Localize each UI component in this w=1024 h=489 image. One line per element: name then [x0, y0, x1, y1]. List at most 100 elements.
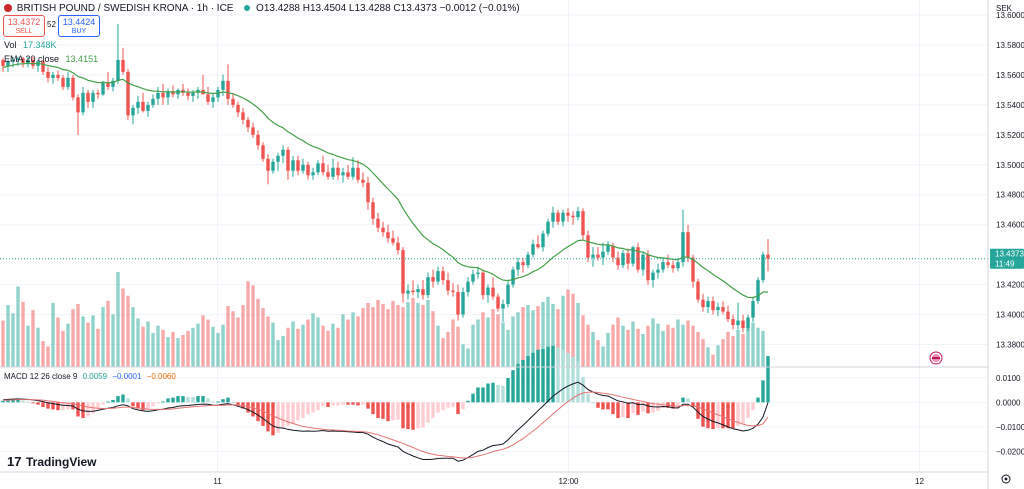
macd-hist-bar — [246, 402, 250, 413]
volume-legend[interactable]: Vol 17.348K — [4, 40, 57, 50]
macd-axis-ticks[interactable]: 0.0100 0.0000 −0.0100 −0.0200 — [996, 374, 1024, 457]
market-open-icon — [244, 5, 251, 11]
candle-body — [376, 218, 380, 228]
candle-body — [76, 97, 80, 113]
macd-tick: 0.0100 — [996, 374, 1021, 383]
volume-bar — [201, 315, 205, 367]
candle-body — [66, 77, 70, 87]
candle-body — [751, 301, 755, 318]
ohlc-high: H13.4504 — [302, 3, 347, 14]
volume-bar — [396, 305, 400, 367]
candle-body — [301, 164, 305, 171]
price-tick: 13.5400 — [996, 101, 1024, 110]
macd-hist-bar — [691, 402, 695, 408]
macd-hist-bar — [526, 356, 530, 403]
volume-bar — [391, 300, 395, 367]
buy-button[interactable]: 13.4424 BUY — [58, 15, 100, 37]
volume-bar — [226, 306, 230, 367]
volume-bar — [456, 326, 460, 367]
macd-hist-bar — [161, 401, 165, 403]
tradingview-logo[interactable]: 17 TradingView — [7, 454, 97, 469]
symbol-title[interactable]: BRITISH POUND / SWEDISH KRONA · 1h · ICE — [16, 3, 234, 14]
time-axis-ticks[interactable]: 1112:001212:001312:001612:001712:001812:… — [213, 477, 1024, 486]
macd-hist-bar — [46, 402, 50, 409]
candle-body — [16, 58, 20, 60]
candle-body — [596, 254, 600, 258]
macd-hist-bar — [491, 382, 495, 403]
volume-bar — [541, 301, 545, 367]
macd-hist-bar — [201, 396, 205, 403]
candle-body — [756, 280, 760, 302]
macd-hist-bar — [676, 402, 680, 408]
volume-bar — [351, 312, 355, 367]
macd-hist-bar — [571, 356, 575, 403]
macd-hist-bar — [511, 370, 515, 403]
candle-body — [136, 101, 140, 108]
alert-emoji-icon[interactable] — [929, 351, 943, 365]
price-tick: 13.4000 — [996, 311, 1024, 320]
candle-body — [451, 290, 455, 293]
volume-bar — [171, 331, 175, 367]
candle-body — [471, 274, 475, 282]
volume-bar — [36, 327, 40, 367]
volume-bar — [176, 338, 180, 367]
macd-legend[interactable]: MACD 12 26 close 9 0.0059 −0.0001 −0.006… — [4, 372, 176, 381]
macd-hist-bar — [521, 359, 525, 403]
candle-body — [711, 301, 715, 311]
settings-gear-icon[interactable] — [1001, 474, 1011, 484]
macd-hist-bar — [451, 402, 455, 408]
volume-bar — [156, 325, 160, 367]
ema-legend[interactable]: EMA 20 close 13.4151 — [4, 54, 98, 64]
volume-bar — [461, 344, 465, 367]
candle-body — [761, 254, 765, 281]
candle-body — [381, 227, 385, 233]
sell-button[interactable]: 13.4372 SELL — [3, 15, 45, 37]
candle-body — [261, 145, 265, 159]
volume-bar — [676, 319, 680, 367]
macd-hist-bar — [761, 380, 765, 403]
macd-hist-bar — [291, 402, 295, 425]
candle-body — [601, 251, 605, 258]
volume-bar — [491, 309, 495, 367]
macd-hist-bar — [471, 393, 475, 403]
price-tick: 13.4200 — [996, 281, 1024, 290]
macd-hist-bar — [341, 402, 345, 405]
volume-bar — [606, 332, 610, 367]
macd-signal-value: −0.0060 — [146, 372, 176, 381]
volume-bar — [356, 316, 360, 367]
volume-bar — [476, 319, 480, 367]
volume-bar — [271, 322, 275, 367]
volume-bar — [41, 341, 45, 367]
sell-price: 13.4372 — [7, 17, 41, 27]
volume-bar — [161, 329, 165, 367]
candle-body — [621, 253, 625, 266]
price-tick: 13.4600 — [996, 221, 1024, 230]
macd-line-value: −0.0001 — [112, 372, 142, 381]
volume-bar — [641, 333, 645, 367]
volume-bar — [646, 325, 650, 367]
volume-bar — [566, 289, 570, 367]
macd-hist-bar — [156, 402, 160, 404]
volume-bar — [106, 300, 110, 367]
signal-line — [2, 391, 769, 459]
volume-bar — [516, 312, 520, 367]
macd-hist-bar — [126, 398, 130, 403]
price-axis-ticks[interactable]: 13.6000 13.5800 13.5600 13.5400 13.5200 13.50… — [996, 11, 1024, 350]
volume-bar — [556, 309, 560, 367]
candle-body — [741, 320, 745, 329]
volume-bar — [61, 330, 65, 367]
macd-hist-bar — [736, 402, 740, 426]
candle-body — [321, 163, 325, 173]
volume-bar — [256, 298, 260, 367]
candle-body — [101, 82, 105, 95]
macd-hist-bar — [56, 402, 60, 411]
volume-bar — [96, 328, 100, 367]
price-tick: 13.5200 — [996, 131, 1024, 140]
candle-body — [131, 107, 135, 116]
candle-body — [316, 163, 320, 173]
candle-body — [456, 292, 460, 315]
macd-hist-bar — [376, 402, 380, 419]
candle-body — [731, 319, 735, 326]
time-tick: 11 — [213, 477, 222, 486]
